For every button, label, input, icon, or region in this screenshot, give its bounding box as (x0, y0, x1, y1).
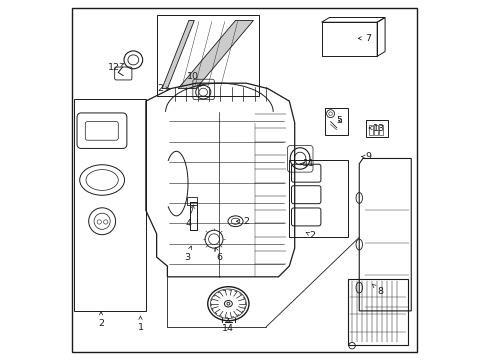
Text: 9: 9 (361, 152, 370, 161)
Bar (366, 120, 387, 137)
Text: 5: 5 (336, 116, 342, 125)
Bar (74, 99, 145, 311)
Bar (325, 108, 348, 135)
Text: 4: 4 (185, 205, 194, 228)
Text: 2: 2 (305, 231, 315, 240)
Text: 13: 13 (368, 123, 384, 132)
Text: 10: 10 (186, 72, 201, 86)
Text: 2: 2 (157, 84, 169, 93)
Text: 3: 3 (183, 246, 191, 262)
Polygon shape (178, 21, 253, 89)
Bar (373, 125, 377, 135)
Bar (378, 125, 382, 135)
Text: 14: 14 (222, 319, 234, 333)
Bar (190, 202, 197, 230)
Text: 2: 2 (236, 217, 249, 226)
Bar (289, 160, 348, 237)
Text: 7: 7 (358, 34, 370, 43)
Polygon shape (162, 21, 194, 89)
Text: 6: 6 (215, 247, 222, 262)
Text: 1: 1 (137, 316, 143, 332)
Bar (187, 197, 197, 205)
Text: 12: 12 (107, 63, 123, 72)
Text: 11: 11 (300, 159, 314, 168)
Text: 2: 2 (98, 312, 104, 328)
Bar (348, 279, 407, 345)
Bar (321, 22, 376, 56)
Text: 8: 8 (372, 284, 383, 296)
Bar (368, 125, 372, 135)
Bar (156, 15, 258, 96)
